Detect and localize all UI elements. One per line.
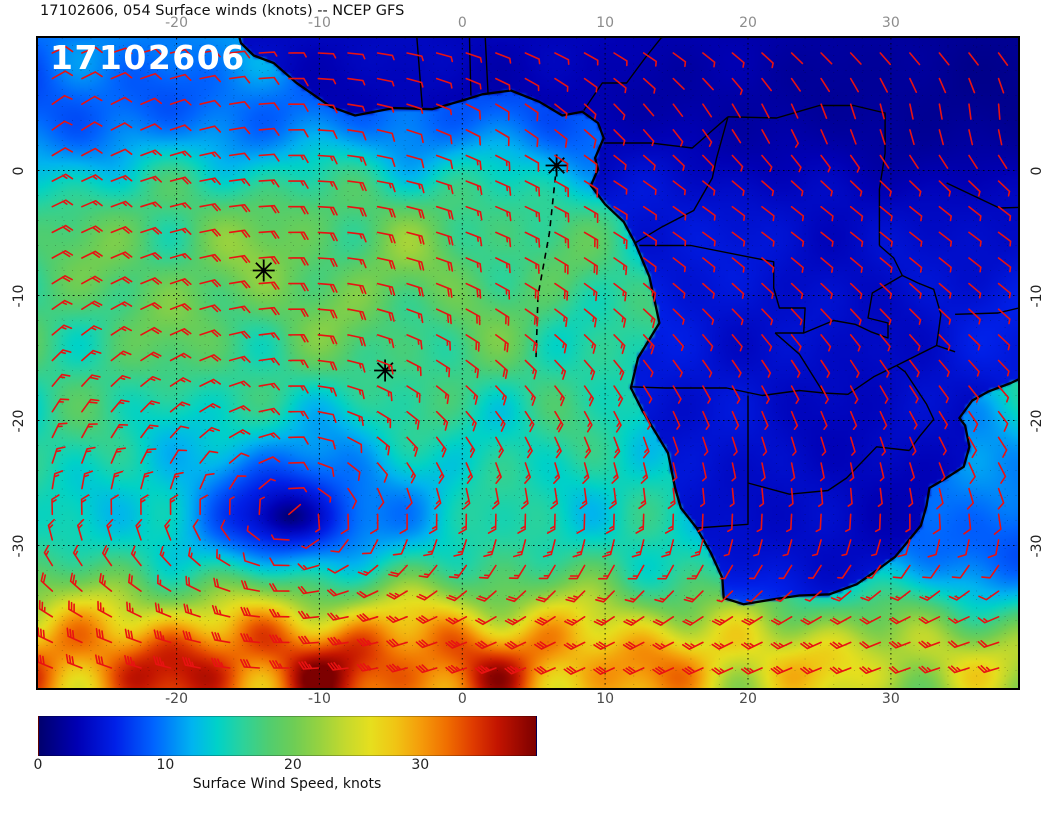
country-border-path xyxy=(901,274,942,346)
country-border-path xyxy=(727,104,886,246)
lat-tick-label-left: -10 xyxy=(11,284,27,307)
lat-tick-label-left: 0 xyxy=(11,166,27,175)
plot-title: 17102606, 054 Surface winds (knots) -- N… xyxy=(40,3,405,19)
lon-tick-label-bottom: 20 xyxy=(739,691,757,707)
lon-tick-label-top: 30 xyxy=(881,15,900,31)
lat-tick-label-right: -10 xyxy=(1029,284,1045,307)
colorbar-tick-label: 30 xyxy=(411,757,430,773)
asterisk-marker xyxy=(545,154,568,177)
lon-tick-label-bottom: -10 xyxy=(307,691,331,707)
country-border-path xyxy=(955,307,1018,315)
country-border-path xyxy=(630,386,824,397)
colorbar-caption: Surface Wind Speed, knots xyxy=(192,776,382,792)
lon-tick-label-bottom: -20 xyxy=(165,691,188,707)
colorbar-tick-label: 10 xyxy=(156,757,175,773)
lat-tick-label-left: -30 xyxy=(11,534,27,557)
country-border-path xyxy=(603,116,729,149)
country-border-path xyxy=(896,364,935,451)
africa-coastline-path xyxy=(238,38,1018,606)
map-overlay-svg xyxy=(38,38,1018,688)
lat-tick-label-right: -30 xyxy=(1029,534,1045,557)
country-border-path xyxy=(468,38,472,96)
lon-tick-label-top: 20 xyxy=(739,15,757,31)
map-frame: 17102606 xyxy=(36,36,1020,690)
wind-barbs xyxy=(38,46,1012,675)
country-border-path xyxy=(878,244,903,276)
country-border-path xyxy=(416,38,423,107)
asterisk-marker xyxy=(252,259,275,282)
lon-tick-label-top: -20 xyxy=(165,15,188,31)
country-border-path xyxy=(484,38,489,94)
country-border-path xyxy=(639,244,806,334)
lon-tick-label-top: -10 xyxy=(307,15,331,31)
country-border-path xyxy=(696,395,749,529)
lon-tick-label-bottom: 10 xyxy=(596,691,615,707)
country-border-path xyxy=(774,332,956,395)
asterisk-marker xyxy=(374,359,397,382)
track-dashed-line xyxy=(535,165,558,362)
lon-tick-label-bottom: 0 xyxy=(457,691,467,707)
country-border-path xyxy=(583,38,662,111)
lat-tick-label-right: -20 xyxy=(1029,409,1045,432)
lon-tick-label-top: 0 xyxy=(457,15,467,31)
country-border-path xyxy=(803,274,903,339)
colorbar-tick-label: 0 xyxy=(33,757,43,773)
run-id-overlay-label: 17102606 xyxy=(50,38,246,77)
country-border-path xyxy=(634,116,729,244)
lon-tick-label-top: 10 xyxy=(596,15,615,31)
lat-tick-label-right: 0 xyxy=(1029,166,1045,175)
lat-tick-label-left: -20 xyxy=(11,409,27,432)
country-border-path xyxy=(747,446,910,495)
colorbar-tick-label: 20 xyxy=(283,757,302,773)
graticule-grid-lines xyxy=(38,38,1018,688)
colorbar-gradient xyxy=(38,716,537,756)
lon-tick-label-bottom: 30 xyxy=(881,691,900,707)
